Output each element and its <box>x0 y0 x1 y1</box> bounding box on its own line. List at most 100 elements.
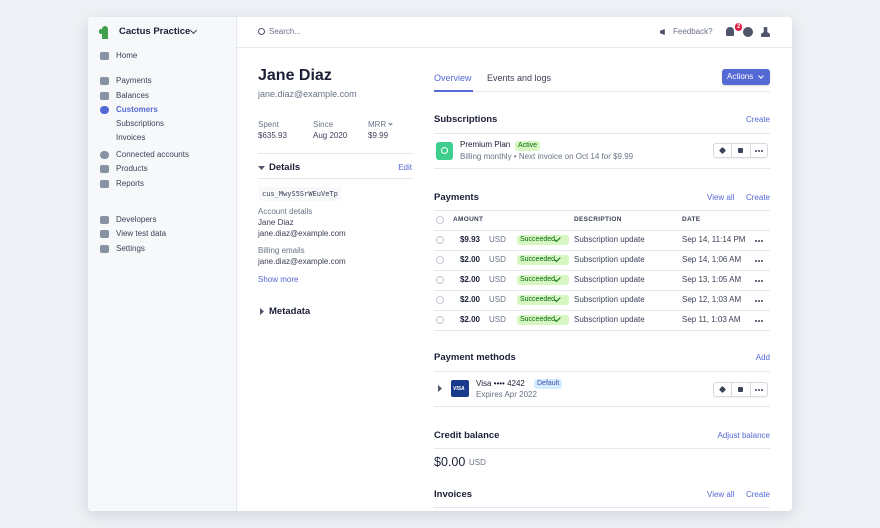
divider <box>434 133 770 134</box>
section-title[interactable]: Metadata <box>269 306 311 317</box>
nav-item[interactable]: Products <box>116 164 148 173</box>
checkbox[interactable] <box>436 276 444 284</box>
caret-down <box>258 166 265 170</box>
stat-label: MRR <box>368 120 387 129</box>
balance-amount: $0.00 <box>434 455 466 469</box>
user-icon[interactable] <box>761 27 770 37</box>
nav-item[interactable]: Reports <box>116 179 145 188</box>
stat-label: Since <box>313 120 334 129</box>
checkbox[interactable] <box>436 296 444 304</box>
checkbox[interactable] <box>436 256 444 264</box>
dot <box>760 389 763 391</box>
stat-value: $9.99 <box>368 131 389 140</box>
currency: USD <box>489 235 506 244</box>
add-link[interactable]: Add <box>755 353 770 362</box>
nav-icon <box>100 230 109 238</box>
actions-button[interactable] <box>722 69 770 85</box>
status-badge: Succeeded <box>517 275 570 285</box>
plan-name: Premium Plan <box>460 140 511 149</box>
currency: USD <box>489 295 506 304</box>
nav-item[interactable]: Invoices <box>116 133 146 142</box>
dot <box>758 320 760 322</box>
nav-item[interactable]: Payments <box>116 76 152 85</box>
checkbox[interactable] <box>436 216 444 224</box>
dot <box>758 300 760 302</box>
currency: USD <box>489 255 506 264</box>
card-expiry: Expires Apr 2022 <box>476 390 537 399</box>
nav-icon <box>100 151 109 159</box>
field-value: jane.diaz@example.com <box>258 229 346 238</box>
column-header: DESCRIPTION <box>574 216 622 223</box>
create-link[interactable]: Create <box>745 193 770 202</box>
status-badge: Succeeded <box>517 315 570 325</box>
bell-icon[interactable] <box>726 27 734 36</box>
caret-right[interactable] <box>438 385 442 392</box>
customer-id: cus_MwyS5SrWEuVeTp <box>259 187 341 201</box>
edit-link[interactable]: Edit <box>398 163 412 172</box>
dot <box>758 280 760 282</box>
view-all-link[interactable]: View all <box>707 490 735 499</box>
dot <box>755 280 757 282</box>
topbar-divider <box>237 47 792 48</box>
divider <box>258 153 413 154</box>
nav-icon <box>100 245 109 253</box>
nav-icon <box>100 92 109 100</box>
adjust-link[interactable]: Adjust balance <box>717 431 770 440</box>
section-title: Payment methods <box>434 352 516 363</box>
section-title: Credit balance <box>434 430 500 441</box>
description: Subscription update <box>574 255 645 264</box>
cactus-arm <box>99 29 103 34</box>
status-badge: Succeeded <box>517 295 570 305</box>
customer-email: jane.diaz@example.com <box>258 89 357 99</box>
search-input[interactable]: Search... <box>269 27 302 36</box>
dot <box>761 300 763 302</box>
card-number: Visa •••• 4242 <box>476 379 525 388</box>
checkbox[interactable] <box>436 316 444 324</box>
divider <box>434 210 770 211</box>
dot <box>761 280 763 282</box>
nav-icon <box>100 52 109 60</box>
tab[interactable]: Overview <box>434 73 472 83</box>
field-label: Account details <box>258 207 313 216</box>
dot <box>757 150 760 152</box>
button-icon <box>738 148 743 153</box>
create-link[interactable]: Create <box>745 490 770 499</box>
section-title[interactable]: Details <box>269 162 301 173</box>
create-link[interactable]: Create <box>745 115 770 124</box>
show-more-link[interactable]: Show more <box>258 275 299 284</box>
sidebar <box>88 17 237 511</box>
nav-icon <box>100 77 109 85</box>
divider <box>434 230 770 231</box>
nav-item[interactable]: Subscriptions <box>116 119 165 128</box>
button-separator <box>749 382 751 397</box>
divider <box>434 330 770 331</box>
help-icon[interactable] <box>743 27 753 37</box>
stat-value: $635.93 <box>258 131 287 140</box>
field-label: Billing emails <box>258 246 305 255</box>
divider <box>434 250 770 251</box>
section-title: Payments <box>434 192 479 203</box>
nav-item[interactable]: Settings <box>116 244 145 253</box>
account-name[interactable]: Cactus Practice <box>119 26 191 37</box>
currency: USD <box>489 275 506 284</box>
field-value: Jane Diaz <box>258 218 294 227</box>
nav-item[interactable]: Connected accounts <box>116 150 189 159</box>
tab[interactable]: Events and logs <box>487 73 552 83</box>
nav-item[interactable]: Balances <box>116 91 149 100</box>
button-group <box>712 382 768 397</box>
nav-item[interactable]: Customers <box>116 105 158 114</box>
nav-icon <box>100 216 109 224</box>
nav-item[interactable]: Home <box>116 51 138 60</box>
dot <box>755 320 757 322</box>
feedback-link[interactable]: Feedback? <box>673 27 713 36</box>
divider <box>434 91 770 92</box>
plan-icon-inner <box>441 147 448 154</box>
divider <box>434 371 770 372</box>
nav-item[interactable]: Developers <box>116 215 157 224</box>
nav-item[interactable]: View test data <box>116 229 167 238</box>
divider <box>434 290 770 291</box>
checkbox[interactable] <box>436 236 444 244</box>
view-all-link[interactable]: View all <box>707 193 735 202</box>
dot <box>754 150 757 152</box>
